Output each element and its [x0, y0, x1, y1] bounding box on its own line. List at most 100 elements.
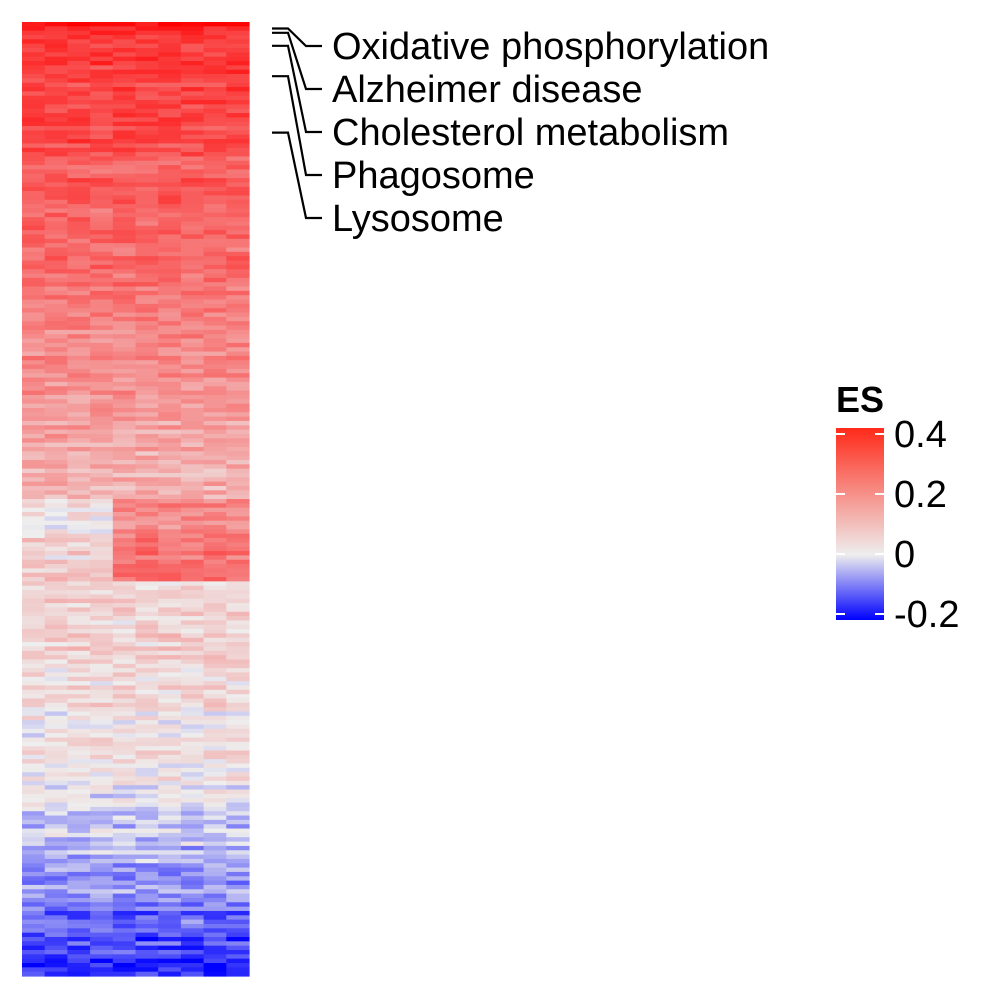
heatmap-cell — [112, 893, 137, 899]
heatmap-cell — [158, 689, 182, 695]
heatmap-cell — [158, 893, 182, 899]
heatmap-cell — [158, 117, 182, 123]
heatmap-cell — [90, 91, 114, 97]
heatmap-cell — [112, 472, 137, 478]
heatmap-cell — [44, 789, 68, 795]
heatmap-cell — [112, 923, 137, 929]
heatmap-cell — [67, 850, 91, 856]
heatmap-cell — [158, 303, 182, 309]
heatmap-cell — [226, 811, 250, 817]
heatmap-cell — [135, 538, 159, 543]
heatmap-cell — [158, 69, 182, 75]
heatmap-cell — [67, 681, 91, 687]
heatmap-cell — [90, 533, 114, 539]
heatmap-cell — [135, 481, 159, 487]
heatmap-cell — [112, 381, 137, 387]
heatmap-cell — [226, 689, 250, 695]
heatmap-cell — [22, 915, 46, 921]
heatmap-cell — [22, 247, 46, 253]
heatmap-cell — [44, 754, 68, 760]
heatmap-cell — [226, 169, 250, 175]
heatmap-cell — [22, 273, 46, 279]
heatmap-cell — [226, 715, 250, 721]
heatmap-cell — [158, 832, 182, 838]
heatmap-cell — [90, 919, 114, 925]
heatmap-cell — [112, 928, 137, 934]
heatmap-cell — [44, 858, 68, 864]
heatmap-cell — [135, 841, 159, 847]
heatmap-cell — [135, 399, 159, 405]
heatmap-cell — [112, 303, 137, 309]
heatmap-cell — [67, 858, 91, 864]
heatmap-cell — [158, 572, 182, 578]
heatmap-cell — [90, 35, 114, 40]
heatmap-cell — [67, 260, 91, 266]
heatmap-cell — [112, 750, 137, 756]
heatmap-cell — [203, 590, 227, 595]
heatmap-cell — [135, 789, 159, 795]
heatmap-cell — [90, 121, 114, 127]
heatmap-cell — [90, 858, 114, 864]
heatmap-cell — [203, 815, 227, 821]
heatmap-cell — [180, 529, 205, 535]
heatmap-cell — [90, 195, 114, 201]
heatmap-cell — [203, 711, 227, 717]
heatmap-cell — [203, 394, 227, 400]
heatmap-cell — [90, 178, 114, 184]
heatmap-cell — [158, 260, 182, 266]
heatmap-cell — [203, 737, 227, 743]
heatmap-cell — [22, 30, 46, 36]
heatmap-cell — [203, 74, 227, 79]
heatmap-cell — [67, 910, 91, 916]
heatmap-cell — [22, 715, 46, 721]
heatmap-cell — [203, 477, 227, 483]
heatmap-cell — [90, 355, 114, 361]
heatmap-cell — [203, 880, 227, 886]
heatmap-cell — [203, 637, 227, 643]
heatmap-cell — [158, 61, 182, 66]
heatmap-cell — [135, 286, 159, 292]
heatmap-cell — [44, 425, 68, 431]
heatmap-cell — [226, 672, 250, 678]
heatmap-cell — [158, 416, 182, 422]
heatmap-cell — [22, 512, 46, 517]
heatmap-cell — [226, 95, 250, 101]
heatmap-cell — [180, 867, 205, 873]
heatmap-cell — [22, 637, 46, 643]
heatmap-cell — [226, 767, 250, 773]
heatmap-cell — [22, 793, 46, 799]
heatmap-cell — [22, 221, 46, 227]
heatmap-cell — [226, 364, 250, 370]
heatmap-cell — [44, 932, 68, 938]
heatmap-cell — [90, 689, 114, 695]
heatmap-cell — [180, 464, 205, 470]
heatmap-cell — [67, 230, 91, 236]
heatmap-cell — [226, 264, 250, 270]
heatmap-cell — [226, 74, 250, 79]
heatmap-cell — [44, 538, 68, 543]
heatmap-cell — [226, 390, 250, 396]
heatmap-cell — [226, 637, 250, 643]
heatmap-cell — [180, 429, 205, 435]
heatmap-cell — [135, 525, 159, 530]
heatmap-cell — [158, 360, 182, 366]
heatmap-cell — [203, 303, 227, 309]
heatmap-cell — [135, 559, 159, 565]
heatmap-cell — [203, 412, 227, 418]
heatmap-cell — [22, 572, 46, 578]
heatmap-cell — [226, 746, 250, 752]
heatmap-cell — [135, 512, 159, 517]
heatmap-cell — [180, 455, 205, 461]
heatmap-cell — [90, 698, 114, 704]
heatmap-cell — [67, 243, 91, 249]
heatmap-cell — [90, 56, 114, 62]
heatmap-cell — [22, 516, 46, 522]
heatmap-cell — [44, 702, 68, 708]
heatmap-cell — [67, 893, 91, 899]
heatmap-cell — [22, 433, 46, 439]
heatmap-cell — [112, 30, 137, 36]
heatmap-cell — [180, 472, 205, 478]
heatmap-cell — [158, 156, 182, 162]
heatmap-cell — [180, 958, 205, 964]
heatmap-cell — [203, 915, 227, 921]
